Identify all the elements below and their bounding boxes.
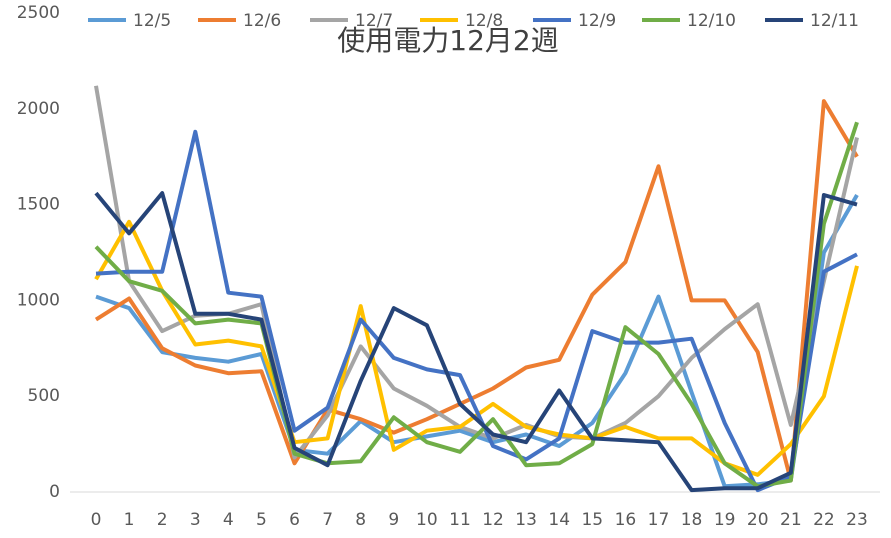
legend-label: 12/5 <box>133 11 171 31</box>
x-tick-label: 13 <box>515 510 537 530</box>
legend-label: 12/8 <box>465 11 503 31</box>
series-line <box>95 129 858 493</box>
y-tick-label: 2500 <box>17 3 60 23</box>
y-tick-label: 0 <box>49 482 60 502</box>
x-tick-label: 9 <box>388 510 399 530</box>
legend-label: 12/7 <box>355 11 393 31</box>
x-tick-label: 18 <box>681 510 703 530</box>
legend-label: 12/11 <box>810 11 859 31</box>
x-tick-label: 1 <box>124 510 135 530</box>
x-tick-label: 21 <box>780 510 802 530</box>
series-line <box>94 121 859 489</box>
series-line <box>94 85 859 460</box>
x-tick-label: 23 <box>846 510 868 530</box>
x-tick-label: 11 <box>449 510 471 530</box>
x-tick-label: 4 <box>223 510 234 530</box>
legend-label: 12/6 <box>243 11 281 31</box>
x-tick-label: 6 <box>289 510 300 530</box>
y-tick-label: 1500 <box>17 195 60 215</box>
y-tick-label: 1000 <box>17 290 60 310</box>
x-tick-label: 10 <box>416 510 438 530</box>
x-tick-label: 5 <box>256 510 267 530</box>
y-tick-label: 500 <box>28 386 60 406</box>
series-line <box>95 194 859 489</box>
y-tick-label: 2000 <box>17 99 60 119</box>
x-tick-label: 0 <box>91 510 102 530</box>
x-tick-label: 8 <box>355 510 366 530</box>
chart-title: 使用電力12月2週 <box>337 24 558 57</box>
x-tick-label: 14 <box>548 510 570 530</box>
x-tick-label: 22 <box>813 510 835 530</box>
x-tick-label: 12 <box>482 510 504 530</box>
x-tick-label: 16 <box>615 510 637 530</box>
series-line <box>94 191 858 493</box>
x-tick-label: 15 <box>581 510 603 530</box>
x-tick-label: 20 <box>747 510 769 530</box>
x-tick-label: 7 <box>322 510 333 530</box>
x-tick-label: 19 <box>714 510 736 530</box>
legend-label: 12/10 <box>687 11 736 31</box>
x-tick-label: 17 <box>648 510 670 530</box>
x-tick-label: 2 <box>157 510 168 530</box>
x-tick-label: 3 <box>190 510 201 530</box>
legend-label: 12/9 <box>578 11 616 31</box>
series-line <box>94 99 859 483</box>
